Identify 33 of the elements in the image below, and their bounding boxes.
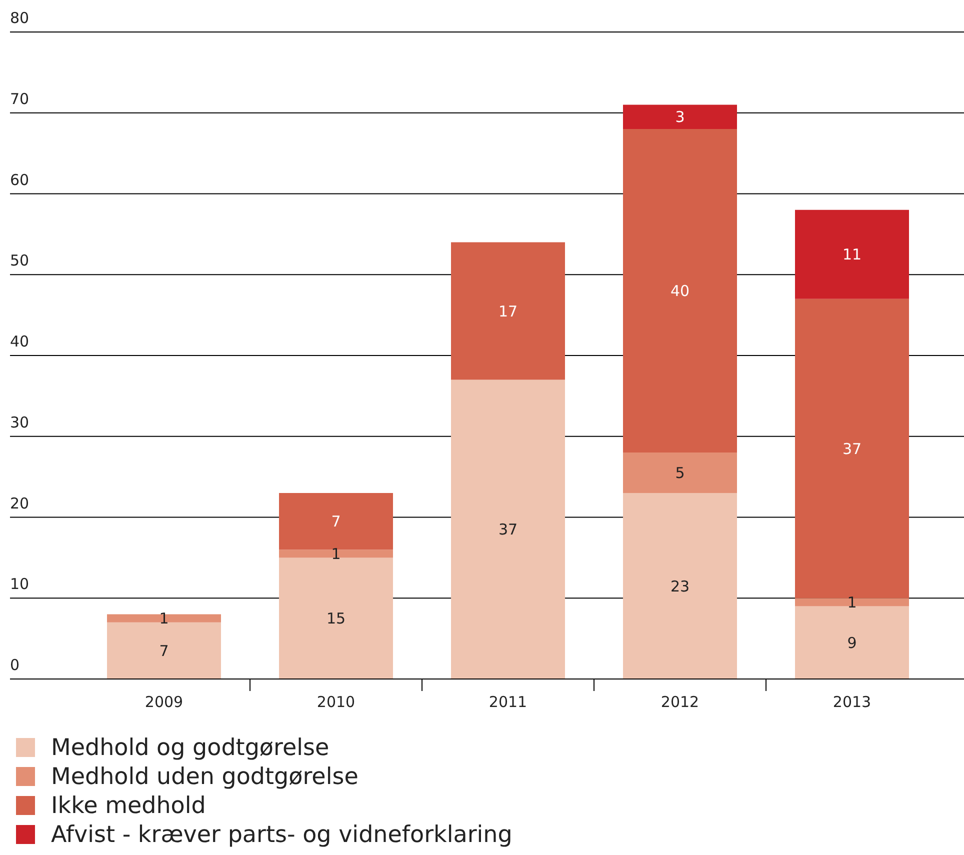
x-tick-label: 2013 [832,693,872,711]
y-tick-label: 80 [10,9,30,27]
data-label: 17 [498,302,518,320]
legend-label: Afvist - kræver parts- og vidneforklaring [51,822,512,848]
x-tick-label: 2010 [316,693,356,711]
y-tick-label: 40 [10,332,30,350]
legend-label: Medhold uden godtgørelse [51,764,358,790]
y-tick-label: 20 [10,494,30,512]
y-tick-label: 70 [10,90,30,108]
y-tick-label: 0 [10,656,20,674]
data-label: 40 [670,282,690,300]
data-label: 1 [331,544,341,563]
data-label: 5 [675,464,685,482]
y-tick-label: 10 [10,575,30,594]
y-tick-label: 60 [10,170,30,189]
data-label: 7 [331,512,341,531]
legend-label: Ikke medhold [51,792,206,818]
data-label: 9 [847,634,857,652]
y-tick-label: 50 [10,252,30,270]
data-label: 15 [326,610,346,628]
y-tick-label: 30 [10,413,30,432]
data-label: 3 [675,108,685,126]
legend-label: Medhold og godtgørelse [51,734,330,760]
data-label: 7 [159,642,169,660]
x-tick-label: 2009 [144,693,184,711]
data-label: 37 [498,520,518,539]
x-tick-label: 2011 [488,693,528,711]
data-label: 37 [842,440,862,458]
data-label: 1 [159,610,169,628]
data-label: 1 [847,593,857,612]
data-label: 23 [670,577,690,596]
x-tick-label: 2012 [660,693,700,711]
data-label: 11 [842,246,862,264]
